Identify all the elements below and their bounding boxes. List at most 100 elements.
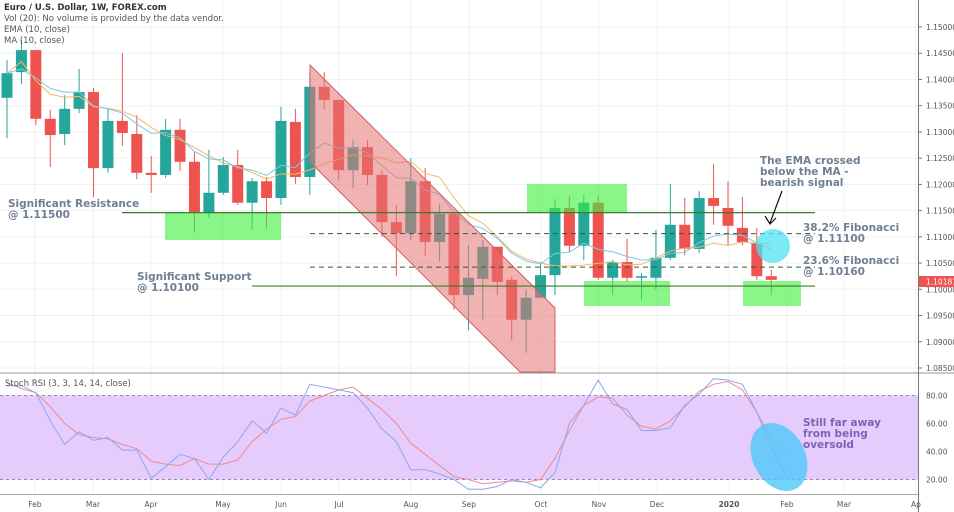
time-label: Mar xyxy=(837,500,852,509)
symbol-title[interactable]: Euro / U.S. Dollar, 1W, FOREX.com xyxy=(4,3,167,13)
price-tick-label: 1.15000 xyxy=(926,23,954,32)
candle-body xyxy=(289,121,301,178)
candle-body xyxy=(578,202,590,246)
candle-body xyxy=(679,224,691,249)
ema-indicator-label[interactable]: EMA (10, close) xyxy=(4,25,70,35)
candle[interactable] xyxy=(174,118,186,171)
candle-body xyxy=(607,262,619,278)
support-resistance-zone[interactable] xyxy=(527,184,627,212)
candle-body xyxy=(131,134,143,173)
time-label: Sep xyxy=(462,500,476,509)
candle[interactable] xyxy=(102,108,114,173)
candle-body xyxy=(188,161,200,213)
time-label: Feb xyxy=(780,500,794,509)
candle-body xyxy=(145,172,157,175)
candle-body xyxy=(693,198,705,249)
candle-body xyxy=(232,164,244,203)
price-tick-label: 1.13000 xyxy=(926,128,954,137)
candle[interactable] xyxy=(232,149,244,205)
candle[interactable] xyxy=(549,199,561,296)
stoch-tick-label: 40.00 xyxy=(926,448,948,457)
arrow-shaft xyxy=(769,190,783,224)
stoch-tick-label: 20.00 xyxy=(926,476,948,485)
candle-body xyxy=(174,129,186,162)
time-label: Jun xyxy=(274,500,287,509)
price-tick-label: 1.12000 xyxy=(926,180,954,189)
candle[interactable] xyxy=(289,108,301,184)
stoch-d-line xyxy=(6,380,787,485)
candle[interactable] xyxy=(664,183,676,260)
candle-body xyxy=(592,202,604,278)
resistance-annotation: Significant Resistance @ 1.11500 xyxy=(8,198,140,221)
candle[interactable] xyxy=(203,149,215,218)
time-label: Oct xyxy=(535,500,548,509)
time-label: 2020 xyxy=(719,500,740,509)
candle-body xyxy=(765,276,777,280)
price-tick-label: 1.14500 xyxy=(926,49,954,58)
support-resistance-zone[interactable] xyxy=(584,281,670,306)
candle-body xyxy=(549,207,561,276)
candle[interactable] xyxy=(160,118,172,179)
candle[interactable] xyxy=(679,198,691,256)
candle-body xyxy=(563,207,575,246)
time-label: May xyxy=(215,500,231,509)
candle-body xyxy=(88,92,100,169)
price-axis[interactable]: 1.15000 1.14500 1.14000 1.13500 1.13000 1.125… xyxy=(918,23,954,485)
price-tick-label: 1.11000 xyxy=(926,233,954,242)
oversold-highlight[interactable] xyxy=(739,413,819,501)
chart-legend: Euro / U.S. Dollar, 1W, FOREX.com Vol (2… xyxy=(4,3,224,47)
candle[interactable] xyxy=(44,109,56,168)
candle[interactable] xyxy=(751,227,763,280)
candle-body xyxy=(650,257,662,278)
candle[interactable] xyxy=(736,196,748,246)
candle[interactable] xyxy=(30,50,42,126)
stoch-rsi-lines xyxy=(6,378,787,490)
candle[interactable] xyxy=(59,95,71,146)
candle-body xyxy=(116,120,128,133)
price-tick-label: 1.13500 xyxy=(926,102,954,111)
candle-body xyxy=(736,227,748,243)
time-label: Jul xyxy=(333,500,343,509)
price-tick-label: 1.10000 xyxy=(926,285,954,294)
stoch-tick-label: 80.00 xyxy=(926,392,948,401)
candle[interactable] xyxy=(693,191,705,254)
candle-body xyxy=(73,92,85,109)
candle[interactable] xyxy=(73,68,85,114)
candle[interactable] xyxy=(275,106,287,205)
time-label: Ap xyxy=(911,500,921,509)
candle[interactable] xyxy=(145,156,157,193)
support-annotation: Significant Support @ 1.10100 xyxy=(137,271,252,294)
candle-body xyxy=(261,181,273,199)
candle-body xyxy=(30,50,42,119)
candle-body xyxy=(275,120,287,199)
candle-body xyxy=(751,243,763,277)
candle-body xyxy=(59,108,71,135)
price-tick-label: 1.09500 xyxy=(926,312,954,321)
candle-body xyxy=(102,120,114,169)
support-resistance-zone[interactable] xyxy=(743,281,801,306)
descending-channel[interactable] xyxy=(309,63,556,373)
ma-indicator-label[interactable]: MA (10, close) xyxy=(4,36,65,46)
candle-body xyxy=(635,276,647,278)
price-tick-label: 1.08500 xyxy=(926,364,954,373)
time-label: Nov xyxy=(592,500,607,509)
candle-body xyxy=(44,118,56,136)
ema-cross-annotation: The EMA crossed below the MA - bearish s… xyxy=(760,155,861,189)
candle-body xyxy=(621,262,633,278)
ema-cross-highlight[interactable] xyxy=(756,229,790,263)
candle[interactable] xyxy=(116,53,128,147)
candle-body xyxy=(1,73,13,98)
candle[interactable] xyxy=(621,238,633,282)
price-tick-label: 1.12500 xyxy=(926,154,954,163)
volume-indicator-label[interactable]: Vol (20): No volume is provided by the d… xyxy=(4,14,224,24)
candle[interactable] xyxy=(131,115,143,180)
price-tick-label: 1.10500 xyxy=(926,259,954,268)
candle[interactable] xyxy=(722,181,734,246)
time-label: Feb xyxy=(28,500,42,509)
time-axis[interactable]: Feb Mar Apr May Jun Jul Aug Sep Oct Nov Dec 2020 Feb… xyxy=(28,500,921,509)
stoch-rsi-title[interactable]: Stoch RSI (3, 3, 14, 14, close) xyxy=(5,379,131,389)
candle-body xyxy=(708,198,720,206)
candle[interactable] xyxy=(708,163,720,225)
support-resistance-zone[interactable] xyxy=(165,212,281,240)
